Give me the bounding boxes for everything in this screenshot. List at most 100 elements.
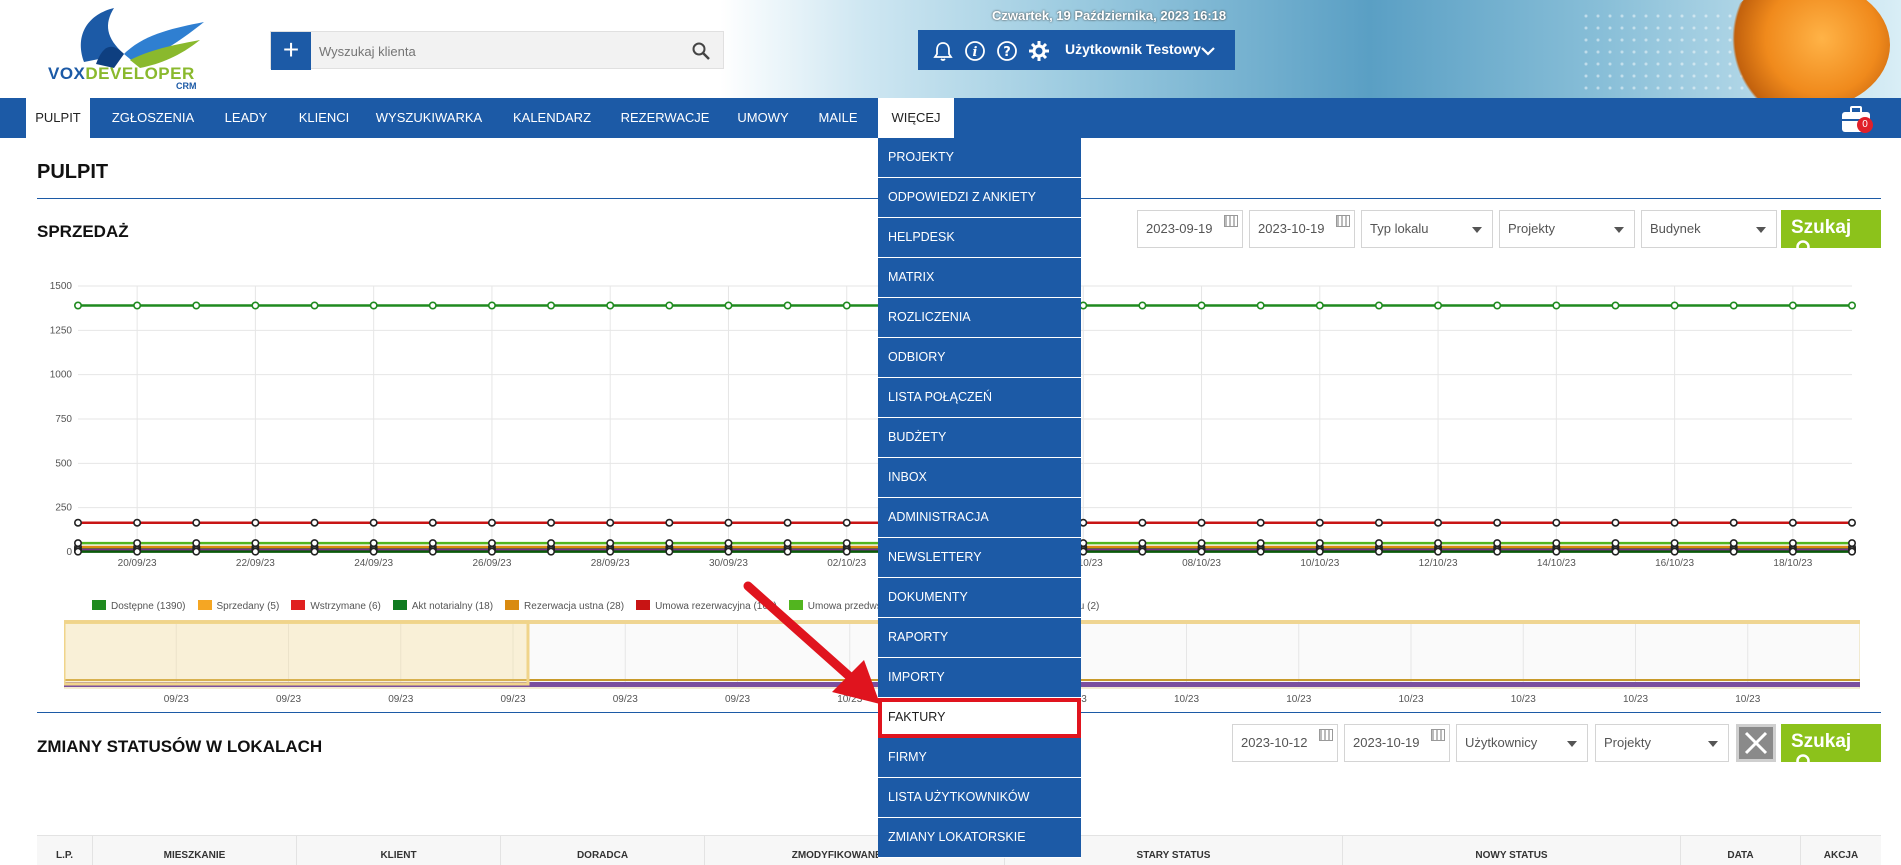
- menu-item-administracja[interactable]: ADMINISTRACJA: [878, 498, 1081, 538]
- data-point: [487, 301, 496, 310]
- menu-item-raporty[interactable]: RAPORTY: [878, 618, 1081, 658]
- data-point: [251, 301, 260, 310]
- sales-date-to[interactable]: 2023-10-19: [1249, 210, 1355, 248]
- data-point: [73, 539, 82, 548]
- calendar-icon[interactable]: [1224, 215, 1238, 227]
- data-point: [428, 301, 437, 310]
- data-point: [1611, 547, 1620, 556]
- legend-item[interactable]: Sprzedany (5): [197, 600, 279, 612]
- x-tick-label: 22/09/23: [236, 558, 275, 569]
- menu-item-lista-połączeń[interactable]: LISTA POŁĄCZEŃ: [878, 378, 1081, 418]
- dropdown-arrow-icon: [1472, 227, 1482, 233]
- data-point: [310, 539, 319, 548]
- menu-item-dokumenty[interactable]: DOKUMENTY: [878, 578, 1081, 618]
- calendar-icon[interactable]: [1336, 215, 1350, 227]
- overview-tick-label: 09/23: [500, 694, 525, 705]
- menu-item-matrix[interactable]: MATRIX: [878, 258, 1081, 298]
- bell-icon[interactable]: [932, 40, 954, 62]
- user-name[interactable]: Użytkownik Testowy: [1065, 41, 1201, 57]
- current-datetime: Czwartek, 19 Października, 2023 16:18: [992, 8, 1227, 23]
- nav-wyszukiwarka[interactable]: WYSZUKIWARKA: [375, 110, 483, 125]
- property-type-select[interactable]: Typ lokalu: [1361, 210, 1493, 248]
- legend-item[interactable]: Umowa przedwstępna: [788, 600, 907, 612]
- x-tick-label: 26/09/23: [472, 558, 511, 569]
- legend-label: Umowa rezerwacyjna (165): [655, 601, 777, 612]
- data-point: [1315, 547, 1324, 556]
- nav-klienci[interactable]: KLIENCI: [298, 110, 350, 125]
- data-point: [1256, 547, 1265, 556]
- nav-maile[interactable]: MAILE: [818, 110, 858, 125]
- y-tick-label: 1250: [50, 325, 73, 336]
- nav-rezerwacje[interactable]: REZERWACJE: [620, 110, 710, 125]
- help-icon[interactable]: ?: [996, 40, 1018, 62]
- menu-item-faktury[interactable]: FAKTURY: [878, 698, 1081, 738]
- nav-pulpit[interactable]: PULPIT: [26, 98, 90, 138]
- status-date-to[interactable]: 2023-10-19: [1344, 724, 1450, 762]
- menu-item-projekty[interactable]: PROJEKTY: [878, 138, 1081, 178]
- legend-item[interactable]: Rezerwacja ustna (28): [505, 600, 624, 612]
- sales-date-from[interactable]: 2023-09-19: [1137, 210, 1243, 248]
- status-projects-select[interactable]: Projekty: [1595, 724, 1729, 762]
- legend-item[interactable]: Umowa rezerwacyjna (165): [636, 600, 777, 612]
- calendar-icon[interactable]: [1319, 729, 1333, 741]
- status-search-button[interactable]: Szukaj: [1781, 724, 1881, 773]
- data-point: [1552, 518, 1561, 527]
- menu-item-lista-użytkowników[interactable]: LISTA UŻYTKOWNIKÓW: [878, 778, 1081, 818]
- data-point: [1848, 547, 1857, 556]
- main-nav: PULPIT ZGŁOSZENIA LEADY KLIENCI WYSZUKIW…: [0, 98, 1901, 138]
- search-input[interactable]: [319, 40, 659, 62]
- legend-item[interactable]: Akt notarialny (18): [392, 600, 493, 612]
- legend-label: Wstrzymane (6): [310, 601, 381, 612]
- data-point: [428, 539, 437, 548]
- legend-item[interactable]: Dostępne (1390): [92, 600, 186, 612]
- menu-item-zmiany-lokatorskie[interactable]: ZMIANY LOKATORSKIE: [878, 818, 1081, 858]
- nav-zgloszenia[interactable]: ZGŁOSZENIA: [111, 110, 195, 125]
- menu-item-budżety[interactable]: BUDŻETY: [878, 418, 1081, 458]
- x-tick-label: 10/10/23: [1300, 558, 1339, 569]
- projects-select[interactable]: Projekty: [1499, 210, 1635, 248]
- menu-item-inbox[interactable]: INBOX: [878, 458, 1081, 498]
- nav-umowy[interactable]: UMOWY: [737, 110, 789, 125]
- data-point: [1315, 518, 1324, 527]
- clear-filters-button[interactable]: [1736, 724, 1776, 762]
- data-point: [665, 547, 674, 556]
- menu-item-odpowiedzi-z-ankiety[interactable]: ODPOWIEDZI Z ANKIETY: [878, 178, 1081, 218]
- menu-item-helpdesk[interactable]: HELPDESK: [878, 218, 1081, 258]
- status-date-from[interactable]: 2023-10-12: [1232, 724, 1338, 762]
- menu-item-odbiory[interactable]: ODBIORY: [878, 338, 1081, 378]
- chevron-down-icon[interactable]: [1200, 43, 1216, 59]
- overview-tick-label: 09/23: [725, 694, 750, 705]
- dropdown-arrow-icon: [1614, 227, 1624, 233]
- search-icon[interactable]: [691, 41, 711, 61]
- menu-item-firmy[interactable]: FIRMY: [878, 738, 1081, 778]
- calendar-icon[interactable]: [1431, 729, 1445, 741]
- x-tick-label: 08/10/23: [1182, 558, 1221, 569]
- col-mieszkanie: MIESZKANIE: [93, 836, 297, 865]
- nav-wiecej[interactable]: WIĘCEJ: [878, 98, 954, 138]
- users-select[interactable]: Użytkownicy: [1456, 724, 1588, 762]
- menu-item-importy[interactable]: IMPORTY: [878, 658, 1081, 698]
- nav-kalendarz[interactable]: KALENDARZ: [512, 110, 592, 125]
- nav-leady[interactable]: LEADY: [224, 110, 268, 125]
- data-point: [1197, 539, 1206, 548]
- building-select[interactable]: Budynek: [1641, 210, 1777, 248]
- menu-item-newslettery[interactable]: NEWSLETTERY: [878, 538, 1081, 578]
- data-point: [1374, 539, 1383, 548]
- sales-search-button[interactable]: Szukaj: [1781, 210, 1881, 259]
- x-tick-label: 18/10/23: [1773, 558, 1812, 569]
- close-icon: [1744, 731, 1768, 755]
- menu-item-rozliczenia[interactable]: ROZLICZENIA: [878, 298, 1081, 338]
- data-point: [783, 301, 792, 310]
- property-type-value: Typ lokalu: [1370, 221, 1429, 236]
- data-point: [1256, 539, 1265, 548]
- data-point: [369, 301, 378, 310]
- gear-icon[interactable]: [1028, 40, 1050, 62]
- projects-value: Projekty: [1508, 221, 1555, 236]
- col-klient: KLIENT: [297, 836, 501, 865]
- add-client-button[interactable]: +: [271, 32, 311, 70]
- data-point: [133, 518, 142, 527]
- legend-item[interactable]: Wstrzymane (6): [291, 600, 381, 612]
- x-tick-label: 16/10/23: [1655, 558, 1694, 569]
- data-point: [665, 518, 674, 527]
- info-icon[interactable]: i: [964, 40, 986, 62]
